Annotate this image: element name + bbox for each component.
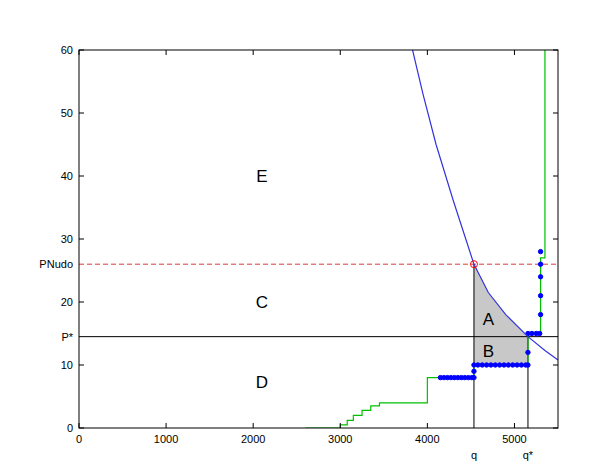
y-tick: [79, 50, 84, 51]
plot-frame: [79, 50, 558, 428]
data-point: [502, 363, 506, 367]
x-tick: [79, 423, 80, 428]
x-tick: [79, 50, 80, 55]
intersection-point: [470, 261, 477, 268]
vertical-line: [473, 264, 474, 428]
x-tick-label: 2000: [241, 433, 265, 445]
y-tick: [79, 176, 84, 177]
data-point: [538, 294, 542, 298]
y-tick: [79, 239, 84, 240]
y-tick: [79, 365, 84, 366]
x-tick: [427, 50, 428, 55]
plot-area: [79, 50, 558, 428]
y-tick: [553, 428, 558, 429]
annotation: B: [483, 342, 494, 361]
x-tick-label: 5000: [502, 433, 526, 445]
data-point: [538, 249, 542, 253]
x-tick: [427, 423, 428, 428]
y-tick: [553, 113, 558, 114]
y-tick-label: 40: [61, 170, 73, 182]
chart-svg: 0 1000 2000 3000 4000 5000 0 10 20 30 40 50 60 PNudo P…: [0, 0, 604, 472]
y-tick: [553, 302, 558, 303]
vertical-label: q*: [523, 449, 534, 461]
data-point: [472, 375, 476, 379]
data-point: [480, 363, 484, 367]
chart-container: 0 1000 2000 3000 4000 5000 0 10 20 30 40 50 60 PNudo P…: [0, 0, 604, 472]
data-point: [519, 363, 523, 367]
reference-line: [79, 264, 558, 265]
y-tick: [79, 302, 84, 303]
reference-label: P*: [61, 331, 73, 343]
y-tick-label: 0: [67, 422, 73, 434]
x-tick: [340, 50, 341, 55]
y-tick-label: 20: [61, 296, 73, 308]
x-tick: [166, 50, 167, 55]
annotation: A: [483, 310, 495, 329]
data-point: [526, 363, 530, 367]
annotation: E: [256, 167, 267, 186]
reference-label: PNudo: [39, 258, 73, 270]
y-tick: [553, 365, 558, 366]
data-point: [493, 363, 497, 367]
data-point: [538, 275, 542, 279]
y-tick: [553, 50, 558, 51]
data-point: [515, 363, 519, 367]
x-tick: [340, 423, 341, 428]
y-tick-label: 10: [61, 359, 73, 371]
y-tick-label: 50: [61, 107, 73, 119]
x-tick-label: 4000: [415, 433, 439, 445]
x-tick: [253, 423, 254, 428]
y-tick: [79, 428, 84, 429]
y-tick: [553, 239, 558, 240]
background: [0, 0, 604, 472]
x-tick: [514, 50, 515, 55]
data-point: [489, 363, 493, 367]
data-point: [484, 363, 488, 367]
y-tick-label: 30: [61, 233, 73, 245]
reference-line: [79, 336, 558, 337]
x-tick: [253, 50, 254, 55]
data-point: [476, 363, 480, 367]
data-point: [538, 262, 542, 266]
data-point: [511, 363, 515, 367]
data-point: [530, 331, 534, 335]
vertical-label: q: [471, 449, 477, 461]
series-line: [305, 50, 544, 428]
x-tick-label: 1000: [154, 433, 178, 445]
x-tick: [514, 423, 515, 428]
y-tick: [553, 176, 558, 177]
annotation: C: [256, 293, 268, 312]
data-point: [472, 369, 476, 373]
annotation: D: [256, 373, 268, 392]
x-tick-label: 0: [76, 433, 82, 445]
y-tick-label: 60: [61, 44, 73, 56]
x-tick-label: 3000: [328, 433, 352, 445]
data-point: [526, 350, 530, 354]
data-point: [538, 312, 542, 316]
data-point: [506, 363, 510, 367]
data-point: [538, 331, 542, 335]
series-line: [413, 50, 558, 360]
x-tick: [166, 423, 167, 428]
y-tick: [79, 113, 84, 114]
data-point: [497, 363, 501, 367]
